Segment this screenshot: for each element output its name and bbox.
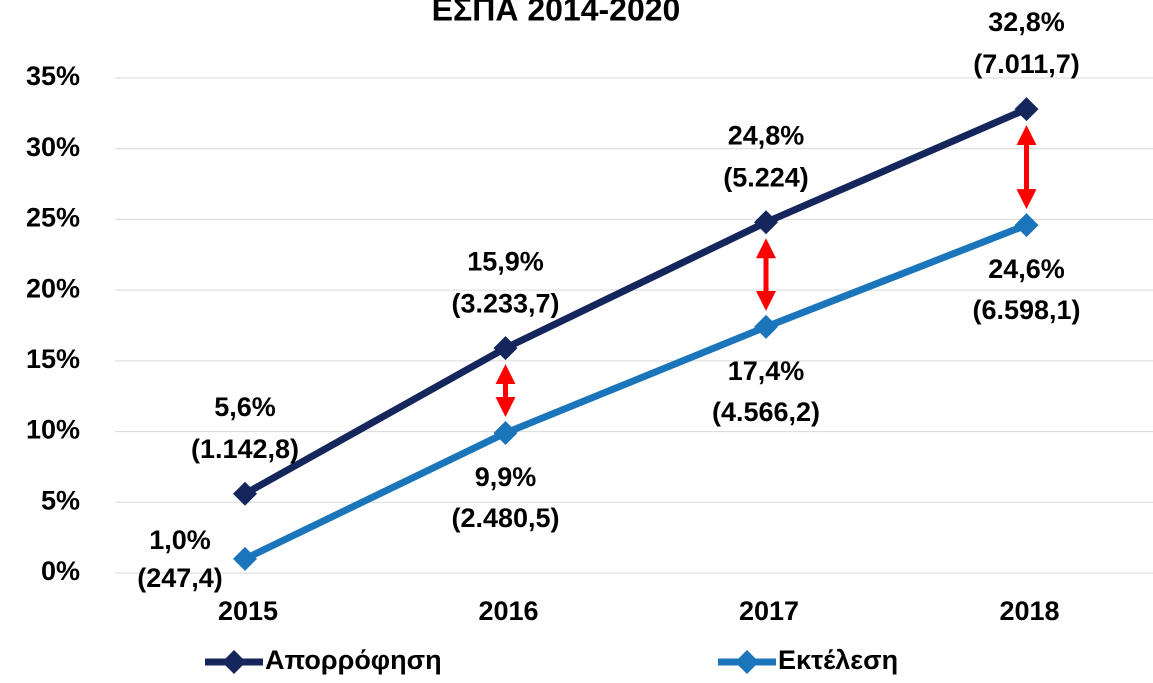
data-label: 5,6% bbox=[214, 392, 276, 422]
data-label-amount: (1.142,8) bbox=[191, 434, 299, 464]
legend-label: Εκτέλεση bbox=[778, 645, 898, 675]
y-tick-label: 15% bbox=[26, 344, 80, 374]
y-tick-label: 30% bbox=[26, 132, 80, 162]
data-label-amount: (3.233,7) bbox=[451, 288, 559, 318]
y-tick-label: 5% bbox=[41, 485, 80, 515]
point-marker bbox=[754, 210, 778, 235]
data-label-amount: (5.224) bbox=[723, 162, 809, 192]
data-label: 15,9% bbox=[467, 246, 544, 276]
series-line bbox=[243, 105, 1028, 497]
point-marker bbox=[493, 420, 518, 445]
data-label: 17,4% bbox=[728, 356, 805, 386]
data-label: 24,8% bbox=[728, 120, 805, 150]
point-marker bbox=[493, 336, 518, 361]
point-marker bbox=[1014, 213, 1039, 238]
point-marker bbox=[1014, 97, 1039, 122]
data-label-amount: (6.598,1) bbox=[972, 295, 1080, 325]
y-tick-label: 20% bbox=[26, 273, 80, 303]
x-tick-label: 2015 bbox=[218, 596, 278, 626]
data-label-amount: (4.566,2) bbox=[712, 397, 820, 427]
data-label: 24,6% bbox=[988, 254, 1065, 284]
y-tick-label: 25% bbox=[26, 203, 80, 233]
point-marker bbox=[754, 314, 778, 339]
x-tick-label: 2016 bbox=[478, 596, 538, 626]
y-tick-label: 35% bbox=[26, 61, 80, 91]
legend-label: Απορρόφηση bbox=[265, 645, 442, 675]
point-marker bbox=[233, 546, 257, 571]
y-tick-label: 10% bbox=[26, 415, 80, 445]
data-label-amount: (2.480,5) bbox=[451, 503, 559, 533]
legend-marker bbox=[735, 650, 759, 674]
series-line bbox=[243, 221, 1028, 563]
point-marker bbox=[233, 481, 257, 506]
chart-title: ΕΣΠΑ 2014-2020 bbox=[432, 0, 681, 27]
data-label-amount: (7.011,7) bbox=[973, 49, 1080, 79]
legend-marker bbox=[222, 650, 246, 674]
data-label: 1,0% bbox=[149, 525, 211, 555]
data-label: 32,8% bbox=[988, 7, 1065, 37]
x-tick-label: 2018 bbox=[999, 596, 1059, 626]
y-tick-label: 0% bbox=[41, 556, 80, 586]
data-label: 9,9% bbox=[475, 462, 537, 492]
x-tick-label: 2017 bbox=[739, 596, 799, 626]
data-label-amount: (247,4) bbox=[137, 563, 223, 593]
